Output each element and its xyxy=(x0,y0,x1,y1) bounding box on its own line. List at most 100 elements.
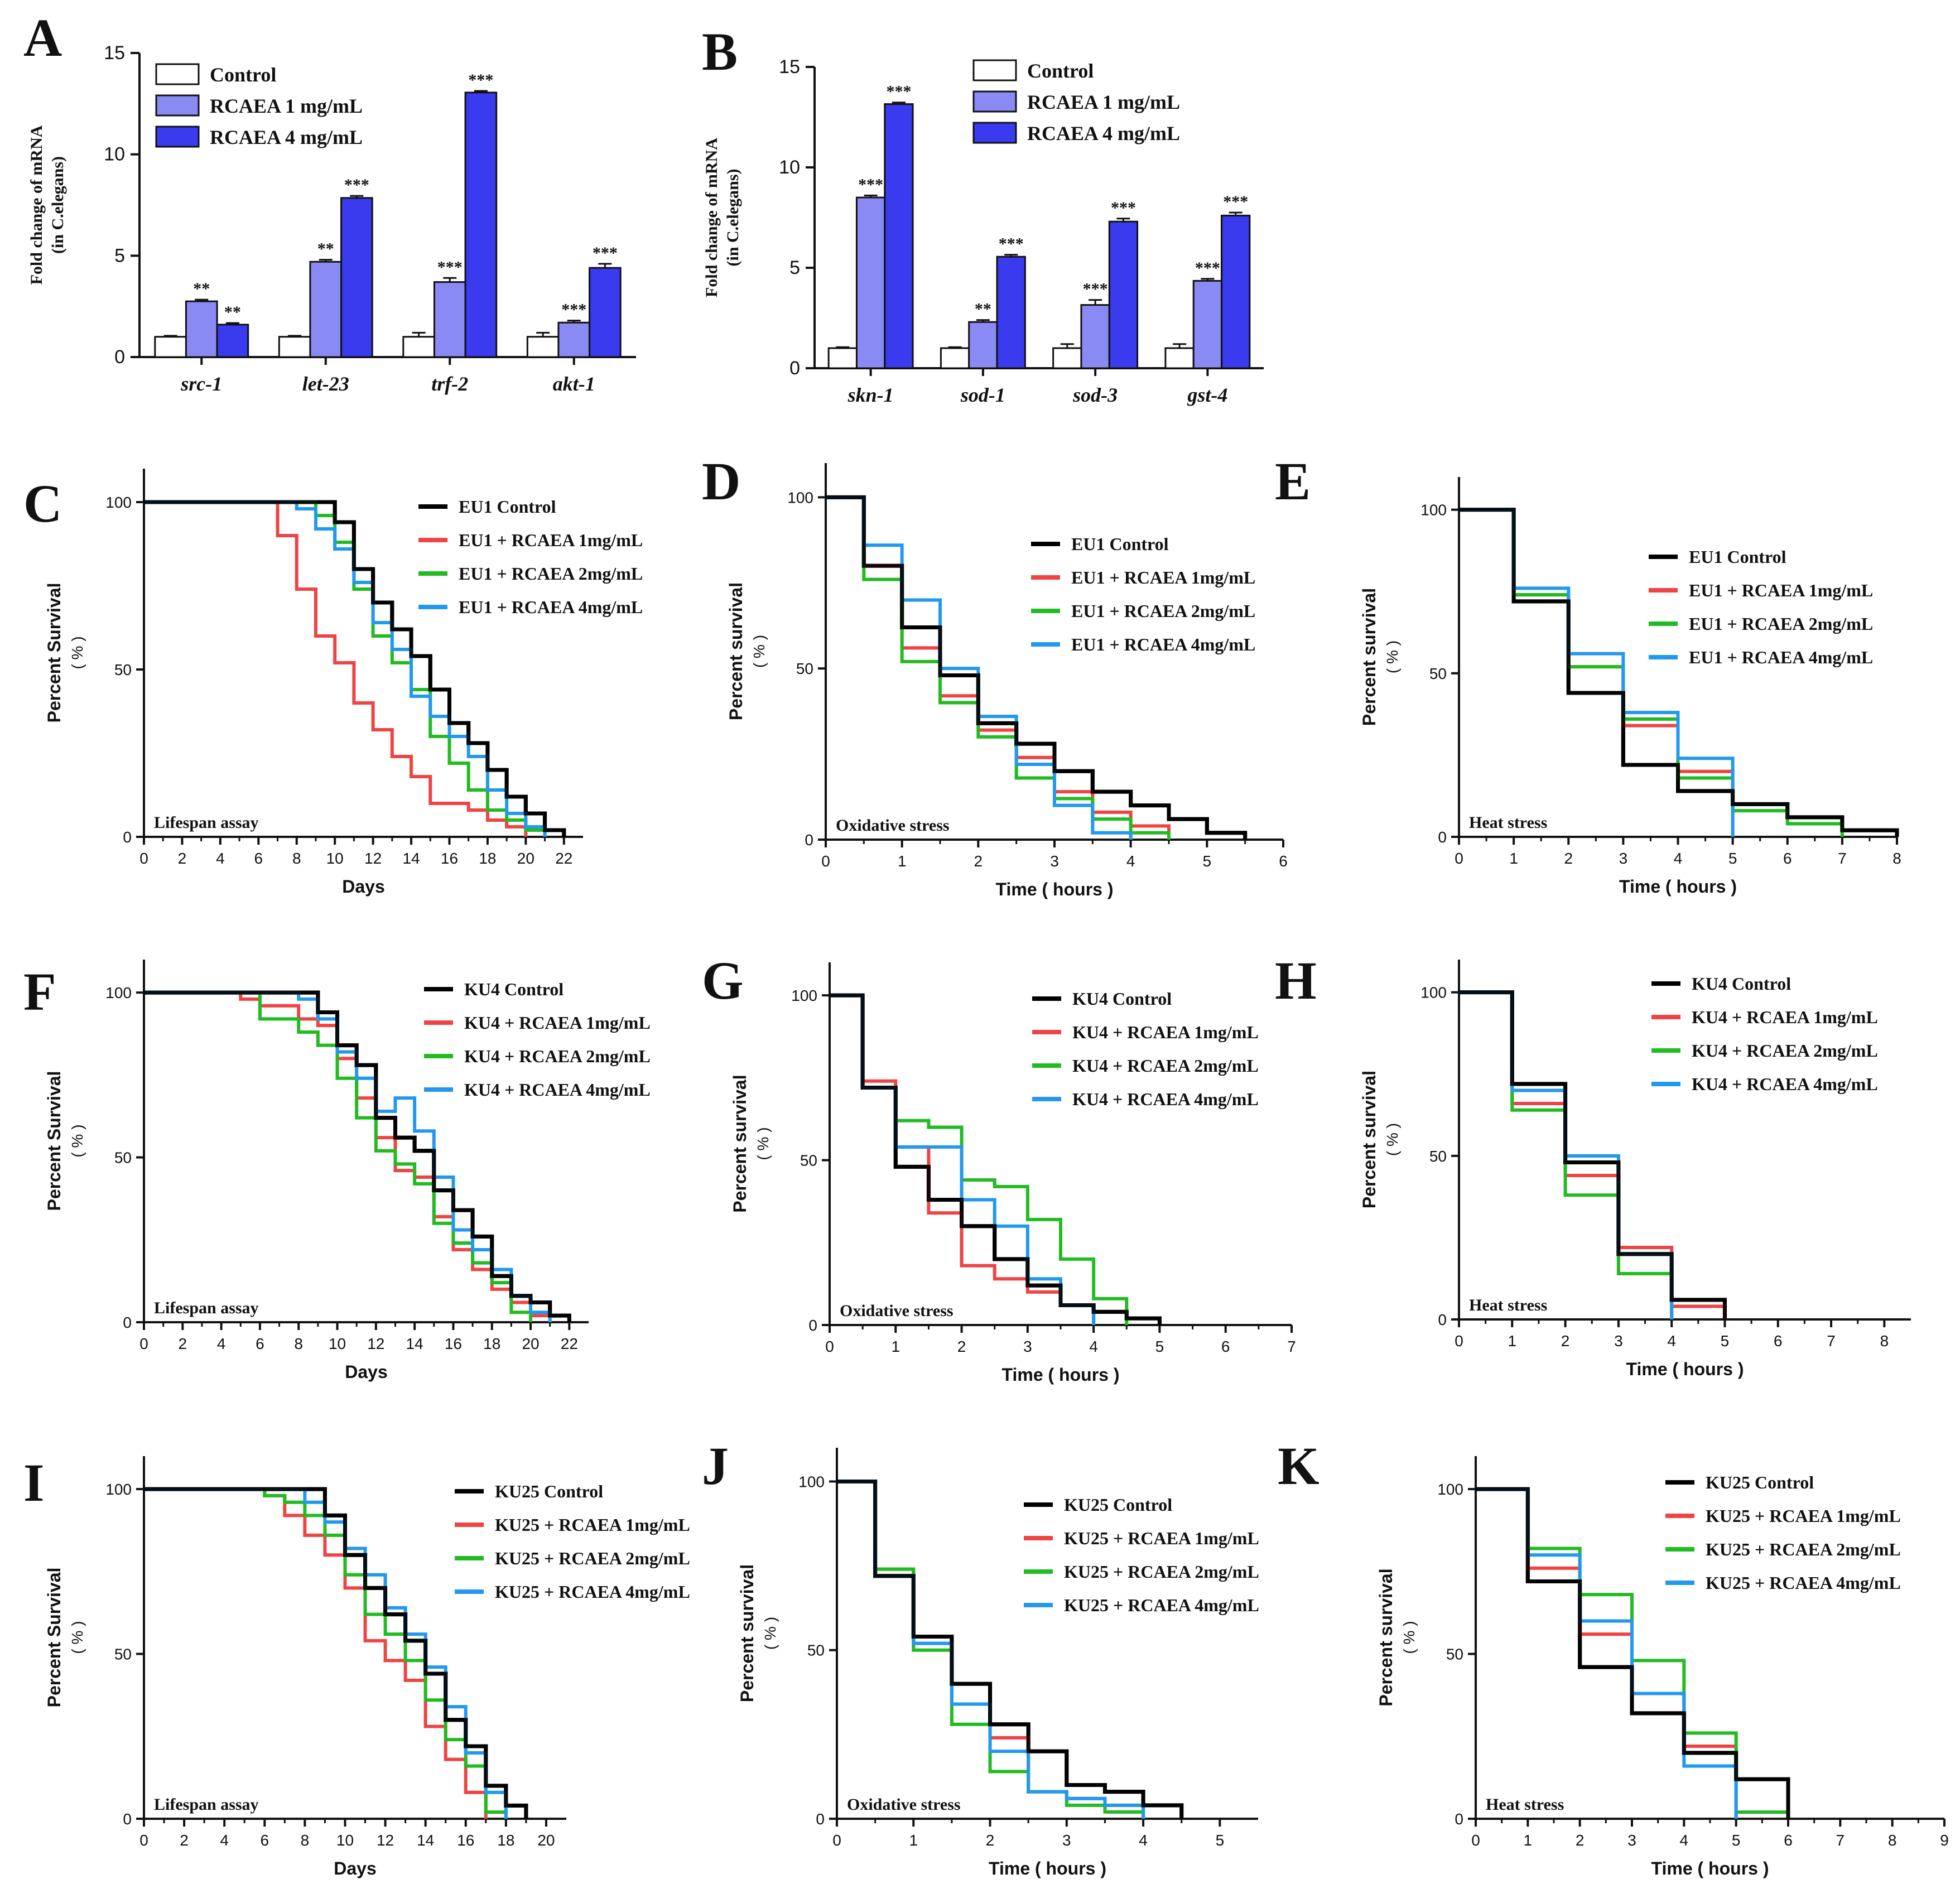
y-tick-label: 15 xyxy=(779,56,800,78)
x-tick-label: 7 xyxy=(1287,1338,1296,1355)
chart-e: E 0 50 100 0 1 2 3 4 5 6 7 8 Time ( hours ) Percent su… xyxy=(1275,451,1901,897)
y-tick-label: 0 xyxy=(114,346,125,368)
significance-label: *** xyxy=(999,235,1024,253)
y-tick-label: 50 xyxy=(807,1642,825,1659)
x-tick-label: 12 xyxy=(367,1335,384,1352)
legend-label: KU25 Control xyxy=(495,1481,603,1501)
significance-label: *** xyxy=(593,244,618,262)
panel-label: H xyxy=(1275,951,1317,1010)
legend-label: KU4 + RCAEA 2mg/mL xyxy=(1692,1040,1878,1061)
x-tick-label: 1 xyxy=(1508,1332,1517,1350)
survival-curve-control-overlay xyxy=(1459,508,1899,837)
assay-annotation: Heat stress xyxy=(1469,1296,1547,1314)
survival-curve-control-overlay xyxy=(144,990,571,1322)
survival-curve-control-overlay xyxy=(830,993,1162,1325)
x-tick-label: 8 xyxy=(1892,850,1901,867)
y-tick-label: 50 xyxy=(796,660,813,677)
panel-label: F xyxy=(23,962,56,1022)
legend-label: EU1 Control xyxy=(459,497,556,517)
assay-annotation: Oxidative stress xyxy=(836,816,950,835)
legend-swatch xyxy=(155,63,200,85)
assay-annotation: Lifespan assay xyxy=(154,813,259,832)
y-tick-label: 100 xyxy=(105,984,132,1001)
x-tick-label: 2 xyxy=(1576,1832,1585,1849)
legend-label: KU4 Control xyxy=(1072,989,1172,1009)
legend-label: EU1 + RCAEA 4mg/mL xyxy=(1689,647,1873,667)
legend-label: EU1 + RCAEA 1mg/mL xyxy=(1689,580,1873,600)
significance-label: *** xyxy=(1195,259,1220,277)
legend-label: KU4 + RCAEA 1mg/mL xyxy=(464,1013,651,1033)
y-tick-label: 0 xyxy=(1438,828,1447,846)
y-tick-label: 100 xyxy=(1437,1481,1463,1498)
x-axis-label: Time ( hours ) xyxy=(1651,1858,1769,1878)
bar xyxy=(996,256,1026,369)
x-tick-label: 0 xyxy=(139,1832,148,1849)
y-tick-label: 50 xyxy=(1429,665,1447,682)
legend-label: KU25 + RCAEA 4mg/mL xyxy=(1064,1595,1259,1615)
y-tick-label: 5 xyxy=(789,257,800,278)
category-label: gst-4 xyxy=(1187,384,1227,406)
legend-label: KU25 + RCAEA 1mg/mL xyxy=(1064,1528,1259,1548)
survival-curve xyxy=(144,991,552,1322)
x-tick-label: 1 xyxy=(1509,850,1518,867)
x-tick-label: 4 xyxy=(1667,1332,1676,1350)
x-tick-label: 2 xyxy=(1564,850,1573,867)
significance-label: *** xyxy=(468,71,493,89)
y-axis-label: Percent survival xyxy=(1359,588,1379,726)
significance-label: *** xyxy=(1083,280,1108,298)
x-tick-label: 5 xyxy=(1728,850,1737,867)
y-axis-label-unit: ( % ) xyxy=(69,1124,86,1157)
legend-label: KU4 + RCAEA 2mg/mL xyxy=(1072,1056,1259,1076)
survival-curve xyxy=(837,1480,1145,1819)
y-axis-label: Percent Survival xyxy=(44,1071,64,1211)
survival-curve xyxy=(144,500,547,837)
x-tick-label: 16 xyxy=(457,1832,474,1849)
category-label: sod-3 xyxy=(1072,384,1118,406)
x-tick-label: 14 xyxy=(417,1832,434,1849)
significance-label: ** xyxy=(193,280,210,298)
y-tick-label: 100 xyxy=(787,489,813,506)
x-tick-label: 20 xyxy=(517,850,534,867)
survival-curve xyxy=(1476,1487,1738,1819)
x-tick-label: 1 xyxy=(898,852,907,870)
y-axis-label-unit: ( % ) xyxy=(750,635,768,668)
x-tick-label: 6 xyxy=(1279,852,1288,870)
bar xyxy=(278,336,311,358)
assay-annotation: Heat stress xyxy=(1469,813,1547,832)
y-axis-label-unit: (in C.elegans) xyxy=(49,156,67,254)
x-tick-label: 4 xyxy=(1674,850,1683,867)
survival-curve-control-overlay xyxy=(144,500,566,837)
x-tick-label: 2 xyxy=(178,850,187,867)
y-tick-label: 100 xyxy=(798,1473,825,1490)
legend-label: EU1 + RCAEA 2mg/mL xyxy=(1689,614,1873,634)
bar xyxy=(1080,304,1110,369)
chart-c: C 0 50 100 0 2 4 6 8 10 12 14 16 18 20 22 Days Percent Su… xyxy=(23,469,643,897)
x-tick-label: 4 xyxy=(220,1832,229,1849)
x-tick-label: 12 xyxy=(377,1832,394,1849)
legend-label: KU25 Control xyxy=(1064,1495,1172,1515)
x-tick-label: 2 xyxy=(986,1832,995,1849)
x-tick-label: 9 xyxy=(1940,1832,1949,1849)
legend-label: KU25 + RCAEA 1mg/mL xyxy=(495,1515,690,1535)
survival-curve xyxy=(144,1487,488,1819)
bar xyxy=(526,336,560,358)
chart-g: G 0 50 100 0 1 2 3 4 5 6 7 Time ( hours ) Percent sur… xyxy=(702,951,1296,1385)
x-tick-label: 2 xyxy=(974,852,983,870)
survival-curve xyxy=(1476,1487,1738,1819)
legend-label: KU25 + RCAEA 1mg/mL xyxy=(1706,1506,1901,1526)
survival-curve xyxy=(144,990,571,1322)
y-axis-label-unit: ( % ) xyxy=(754,1127,772,1160)
x-tick-label: 3 xyxy=(1627,1832,1636,1849)
assay-annotation: Oxidative stress xyxy=(847,1795,961,1814)
survival-curve xyxy=(144,991,552,1322)
legend-label: RCAEA 1 mg/mL xyxy=(1027,91,1180,113)
y-tick-label: 10 xyxy=(104,144,125,165)
y-axis-label: Fold change of mRNA xyxy=(27,125,46,285)
legend-label: KU4 + RCAEA 4mg/mL xyxy=(1692,1074,1878,1094)
x-tick-label: 5 xyxy=(1732,1832,1741,1849)
x-tick-label: 14 xyxy=(406,1335,423,1352)
x-tick-label: 3 xyxy=(1023,1338,1032,1355)
x-tick-label: 20 xyxy=(522,1335,539,1352)
x-tick-label: 22 xyxy=(555,850,572,867)
y-tick-label: 100 xyxy=(1420,502,1447,519)
